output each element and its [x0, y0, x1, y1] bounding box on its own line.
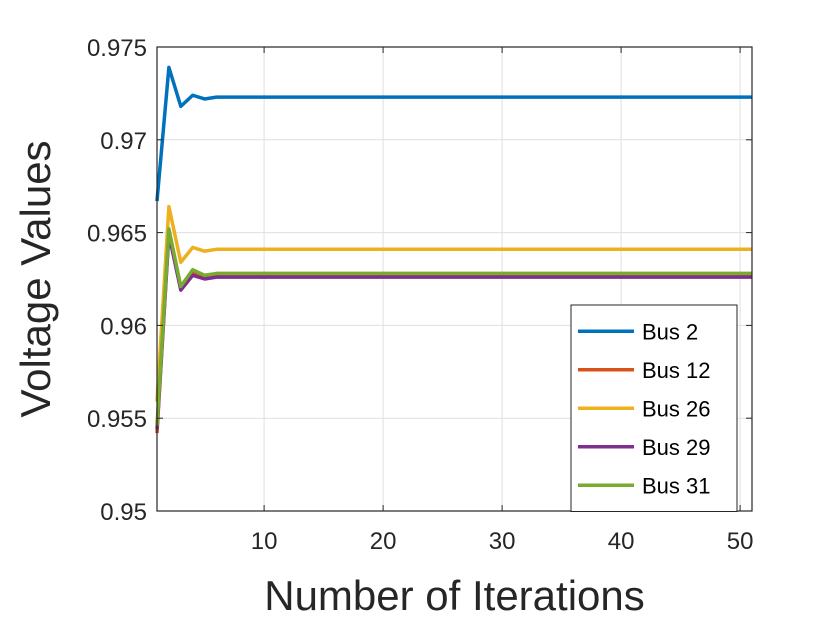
axis-ticks: 10 20 30 40 50 0.95 0.955 0.96 0.965 0.97 0.975: [87, 35, 754, 555]
series-line-bus-31: [155, 227, 752, 426]
legend-label: Bus 26: [642, 396, 711, 421]
series-lines: [155, 65, 752, 434]
y-tick-label: 0.965: [87, 221, 147, 248]
x-tick-label: 10: [251, 528, 278, 555]
legend-label: Bus 31: [642, 473, 711, 498]
x-tick-label: 50: [727, 528, 754, 555]
x-tick-label: 40: [608, 528, 635, 555]
x-axis-label: Number of Iterations: [264, 572, 645, 619]
legend-label: Bus 2: [642, 319, 698, 344]
legend-label: Bus 29: [642, 435, 711, 460]
grid-lines: [157, 47, 752, 511]
y-tick-label: 0.955: [87, 406, 147, 433]
plot-area-frame: [156, 46, 753, 512]
legend: Bus 2 Bus 12 Bus 26 Bus 29 Bus 31: [570, 304, 738, 512]
y-axis-label: Voltage Values: [12, 140, 59, 417]
y-tick-label: 0.96: [100, 313, 147, 340]
y-tick-label: 0.975: [87, 35, 147, 62]
x-tick-label: 30: [489, 528, 516, 555]
y-tick-label: 0.97: [100, 128, 147, 155]
x-tick-label: 20: [370, 528, 397, 555]
y-tick-label: 0.95: [100, 499, 147, 526]
series-line-bus-2: [155, 65, 752, 202]
series-line-bus-26: [155, 204, 752, 402]
legend-label: Bus 12: [642, 358, 711, 383]
